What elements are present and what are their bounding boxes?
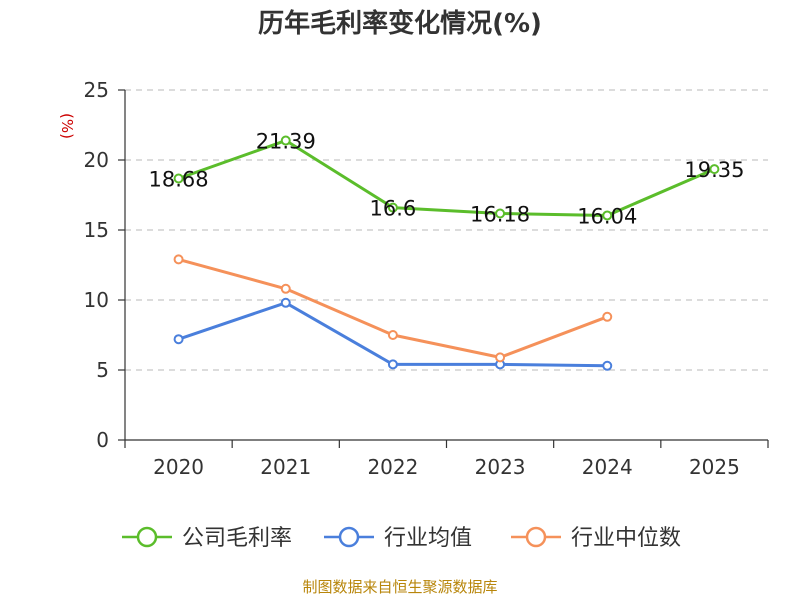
- data-label: 16.18: [470, 202, 530, 226]
- legend-swatch-marker: [136, 526, 158, 548]
- y-tick-label: 0: [96, 428, 109, 452]
- y-axis-unit: (%): [58, 113, 76, 139]
- x-tick-label: 2022: [367, 455, 418, 479]
- data-point: [495, 352, 506, 363]
- legend-swatch-marker: [525, 526, 547, 548]
- series-lines: [173, 135, 720, 371]
- legend-label: 行业均值: [384, 526, 472, 551]
- data-point: [709, 164, 720, 175]
- y-tick-label: 20: [84, 148, 109, 172]
- data-label: 16.6: [370, 197, 417, 221]
- data-label: 18.68: [149, 167, 209, 191]
- data-point: [602, 360, 613, 371]
- data-point: [602, 210, 613, 221]
- legend: 公司毛利率 行业均值 行业中位数: [122, 526, 681, 551]
- grid-lines: [125, 89, 768, 371]
- data-label: 16.04: [577, 204, 637, 228]
- data-point: [173, 254, 184, 265]
- chart-title: 历年毛利率变化情况(%): [258, 8, 542, 39]
- legend-label: 行业中位数: [571, 526, 681, 551]
- data-point: [387, 330, 398, 340]
- data-label: 21.39: [256, 130, 316, 154]
- data-point: [280, 297, 291, 308]
- data-point: [280, 283, 291, 294]
- series-line: [178, 257, 608, 359]
- y-tick-label: 15: [84, 218, 109, 242]
- x-tick-label: 2020: [153, 455, 204, 479]
- legend-label: 公司毛利率: [182, 526, 292, 551]
- y-tick-label: 25: [84, 78, 109, 102]
- x-tick-label: 2021: [260, 455, 311, 479]
- x-tick-label: 2024: [582, 455, 633, 479]
- legend-swatch-marker: [338, 526, 360, 548]
- data-point: [602, 311, 613, 322]
- y-tick-label: 10: [84, 288, 109, 312]
- y-tick-label: 5: [96, 358, 109, 382]
- data-point: [387, 202, 398, 213]
- x-tick-label: 2023: [475, 455, 526, 479]
- data-point: [173, 334, 184, 345]
- data-point: [280, 135, 291, 146]
- x-tick-label: 2025: [689, 455, 740, 479]
- data-point: [173, 173, 184, 184]
- series-line: [178, 139, 716, 217]
- data-labels: 18.68 21.39 16.6 16.18 16.04 19.35: [149, 130, 745, 229]
- data-point: [495, 208, 506, 219]
- data-label: 19.35: [684, 158, 744, 182]
- data-point: [387, 359, 398, 370]
- source-note: 制图数据来自恒生聚源数据库: [302, 578, 497, 596]
